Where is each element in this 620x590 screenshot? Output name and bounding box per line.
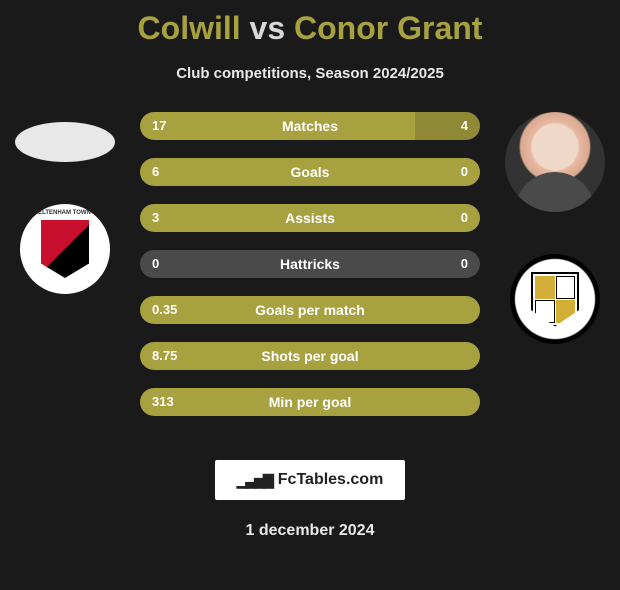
stat-label: Matches xyxy=(140,112,480,140)
stat-row: 60Goals xyxy=(140,158,480,186)
player1-club-badge: CHELTENHAM TOWN FC xyxy=(20,204,110,294)
stat-row: 8.75Shots per goal xyxy=(140,342,480,370)
title-player2: Conor Grant xyxy=(294,10,482,46)
cheltenham-shield-icon xyxy=(41,220,89,278)
footer-date: 1 december 2024 xyxy=(0,522,620,540)
stat-row: 174Matches xyxy=(140,112,480,140)
stat-row: 30Assists xyxy=(140,204,480,232)
subtitle: Club competitions, Season 2024/2025 xyxy=(0,65,620,82)
stats-bars: 174Matches 60Goals 30Assists 00Hattricks 0.3… xyxy=(140,112,480,416)
comparison-title: Colwill vs Conor Grant xyxy=(0,10,620,47)
stat-label: Assists xyxy=(140,204,480,232)
left-column: CHELTENHAM TOWN FC xyxy=(10,122,120,294)
title-player1: Colwill xyxy=(138,10,241,46)
stat-label: Goals xyxy=(140,158,480,186)
stat-row: 00Hattricks xyxy=(140,250,480,278)
player2-club-badge: PORT VALE F.C. xyxy=(510,254,600,344)
stat-row: 313Min per goal xyxy=(140,388,480,416)
right-column: PORT VALE F.C. xyxy=(500,112,610,344)
fctables-logo: ▁▃▅▇ FcTables.com xyxy=(215,460,405,500)
portvale-shield-icon xyxy=(531,272,579,327)
stat-row: 0.35Goals per match xyxy=(140,296,480,324)
player1-club-label: CHELTENHAM TOWN FC xyxy=(20,210,110,217)
stat-label: Min per goal xyxy=(140,388,480,416)
stat-label: Goals per match xyxy=(140,296,480,324)
stat-label: Shots per goal xyxy=(140,342,480,370)
title-vs: vs xyxy=(250,10,286,46)
player2-club-label: PORT VALE F.C. xyxy=(510,328,600,334)
content-area: CHELTENHAM TOWN FC PORT VALE F.C. 174Mat… xyxy=(0,112,620,432)
footer-logo-text: FcTables.com xyxy=(278,471,384,489)
player2-avatar xyxy=(505,112,605,212)
player1-avatar xyxy=(15,122,115,162)
stat-label: Hattricks xyxy=(140,250,480,278)
chart-bars-icon: ▁▃▅▇ xyxy=(237,472,272,489)
